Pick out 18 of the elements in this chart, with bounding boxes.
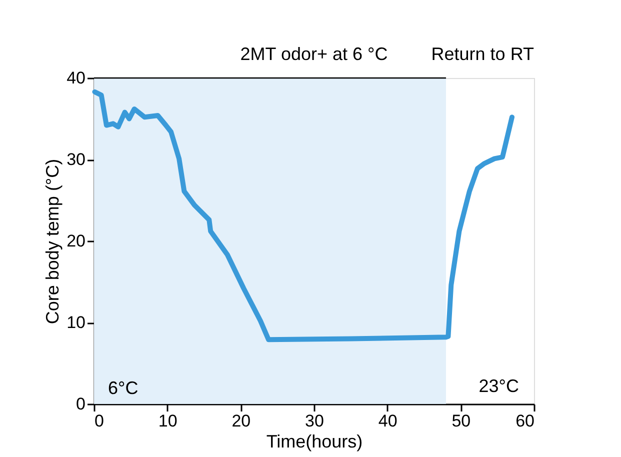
x-tick-label: 0 (94, 412, 104, 430)
x-tick-label: 60 (516, 412, 534, 430)
x-tick-label: 50 (452, 412, 471, 430)
y-tick-label: 10 (66, 313, 86, 332)
annotation: 23°C (478, 376, 519, 396)
x-tick-label: 10 (158, 412, 178, 430)
y-axis-title: Core body temp (°C) (42, 158, 63, 324)
y-tick-label: 30 (66, 150, 86, 169)
y-tick-label: 40 (66, 68, 86, 88)
text: Return to RT (431, 44, 534, 64)
x-axis-title: Time(hours) (266, 432, 363, 452)
band-label: 6°C (108, 378, 138, 398)
y-tick-label: 20 (66, 232, 86, 250)
x-tick-label: 30 (305, 412, 324, 430)
x-tick-label: 20 (232, 412, 251, 430)
y-tick-label: 0 (76, 394, 86, 414)
x-tick-label: 40 (378, 412, 398, 430)
text: 2MT odor+ at 6 °C (240, 44, 388, 64)
